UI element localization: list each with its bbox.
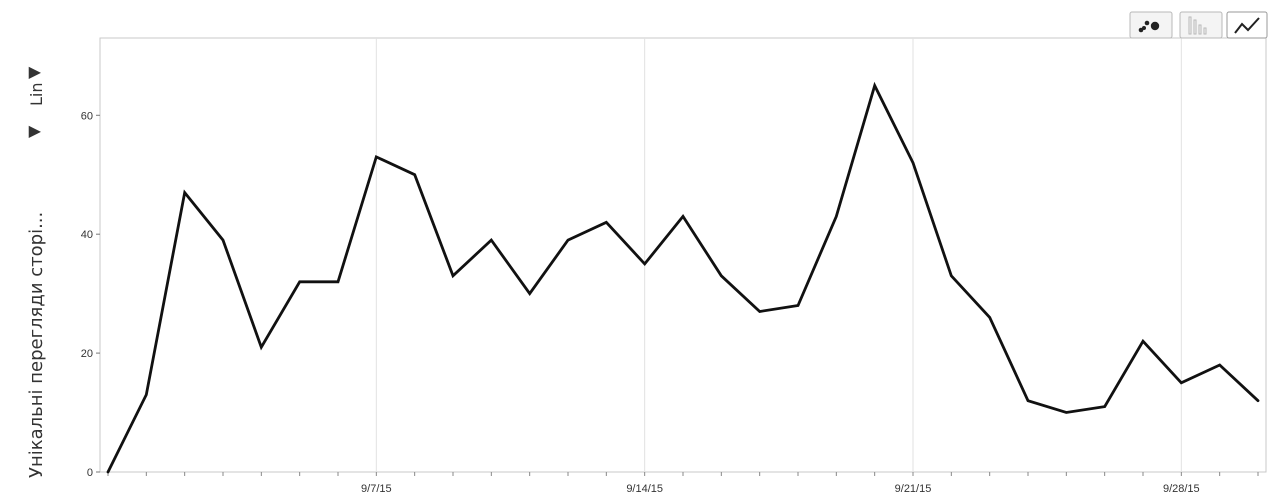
- data-point[interactable]: 9/2/15: 47: [180, 188, 190, 198]
- data-point[interactable]: 9/19/15: 43: [831, 211, 841, 221]
- line-chart-button[interactable]: [1226, 11, 1268, 39]
- data-point[interactable]: 9/28/15: 15: [1176, 378, 1186, 388]
- data-point[interactable]: 9/5/15: 32: [295, 277, 305, 287]
- x-tick-label: 9/14/15: [626, 483, 663, 495]
- data-point[interactable]: 9/13/15: 42: [601, 217, 611, 227]
- y-tick-label: 0: [87, 467, 93, 479]
- y-axis: 0 20 40 60: [81, 110, 100, 479]
- data-point[interactable]: 9/9/15: 33: [448, 271, 458, 281]
- data-point[interactable]: 9/21/15: 52: [908, 158, 918, 168]
- data-point[interactable]: 9/23/15: 26: [985, 312, 995, 322]
- y-tick-label: 60: [81, 110, 93, 122]
- data-point[interactable]: 9/12/15: 39: [563, 235, 573, 245]
- metric-dropdown-arrow[interactable]: ▼: [24, 125, 43, 138]
- data-point[interactable]: 9/22/15: 33: [946, 271, 956, 281]
- scale-dropdown-arrow[interactable]: ▼: [24, 66, 43, 79]
- data-point[interactable]: 9/17/15: 27: [755, 306, 765, 316]
- data-point[interactable]: 9/27/15: 22: [1138, 336, 1148, 346]
- data-point[interactable]: 9/7/15: 53: [371, 152, 381, 162]
- bar-chart-button[interactable]: [1179, 11, 1223, 39]
- data-point[interactable]: 9/10/15: 39: [486, 235, 496, 245]
- data-point[interactable]: 9/24/15: 12: [1023, 396, 1033, 406]
- x-tick-label: 9/21/15: [895, 483, 932, 495]
- line-icon: [1234, 17, 1260, 34]
- series-layer: 8/31/15: 0 9/1/15: 13 9/2/15: 47 9/3/15: 39…: [103, 81, 1263, 477]
- x-tick-label: 9/28/15: [1163, 483, 1200, 495]
- scatter-chart-button[interactable]: [1129, 11, 1173, 39]
- data-point[interactable]: 8/31/15: 0: [103, 467, 113, 477]
- data-point[interactable]: 9/6/15: 32: [333, 277, 343, 287]
- data-point[interactable]: 9/3/15: 39: [218, 235, 228, 245]
- data-point[interactable]: 9/11/15: 30: [525, 289, 535, 299]
- bar-icon: [1188, 16, 1207, 35]
- data-point[interactable]: 9/25/15: 10: [1061, 408, 1071, 418]
- data-point[interactable]: 9/20/15: 65: [870, 81, 880, 91]
- plot-area: [99, 37, 1267, 473]
- scale-mode-label[interactable]: Lin: [27, 83, 46, 107]
- chart-type-toolbar: [1129, 11, 1268, 39]
- y-axis-label[interactable]: Унікальні перегляди сторі...: [26, 212, 47, 478]
- x-tick-label: 9/7/15: [361, 483, 392, 495]
- data-point[interactable]: 9/29/15: 18: [1215, 360, 1225, 370]
- data-point[interactable]: 9/1/15: 13: [141, 390, 151, 400]
- scatter-icon: [1138, 20, 1160, 33]
- data-point[interactable]: 9/8/15: 50: [410, 170, 420, 180]
- data-point[interactable]: 9/30/15: 12: [1253, 396, 1263, 406]
- data-point[interactable]: 9/18/15: 28: [793, 301, 803, 311]
- y-tick-label: 40: [81, 229, 93, 241]
- y-axis-controls: Унікальні перегляди сторі... ▼ Lin ▼: [24, 66, 47, 478]
- x-axis: 9/7/15 9/14/15 9/21/15 9/28/15: [107, 472, 1259, 495]
- data-point[interactable]: 9/14/15: 35: [640, 259, 650, 269]
- data-point[interactable]: 9/15/15: 43: [678, 211, 688, 221]
- y-tick-label: 20: [81, 348, 93, 360]
- grid-lines: [375, 38, 1182, 472]
- data-point[interactable]: 9/16/15: 33: [716, 271, 726, 281]
- series-line: [106, 81, 1260, 474]
- data-point[interactable]: 9/26/15: 11: [1100, 402, 1110, 412]
- data-point[interactable]: 9/4/15: 21: [256, 342, 266, 352]
